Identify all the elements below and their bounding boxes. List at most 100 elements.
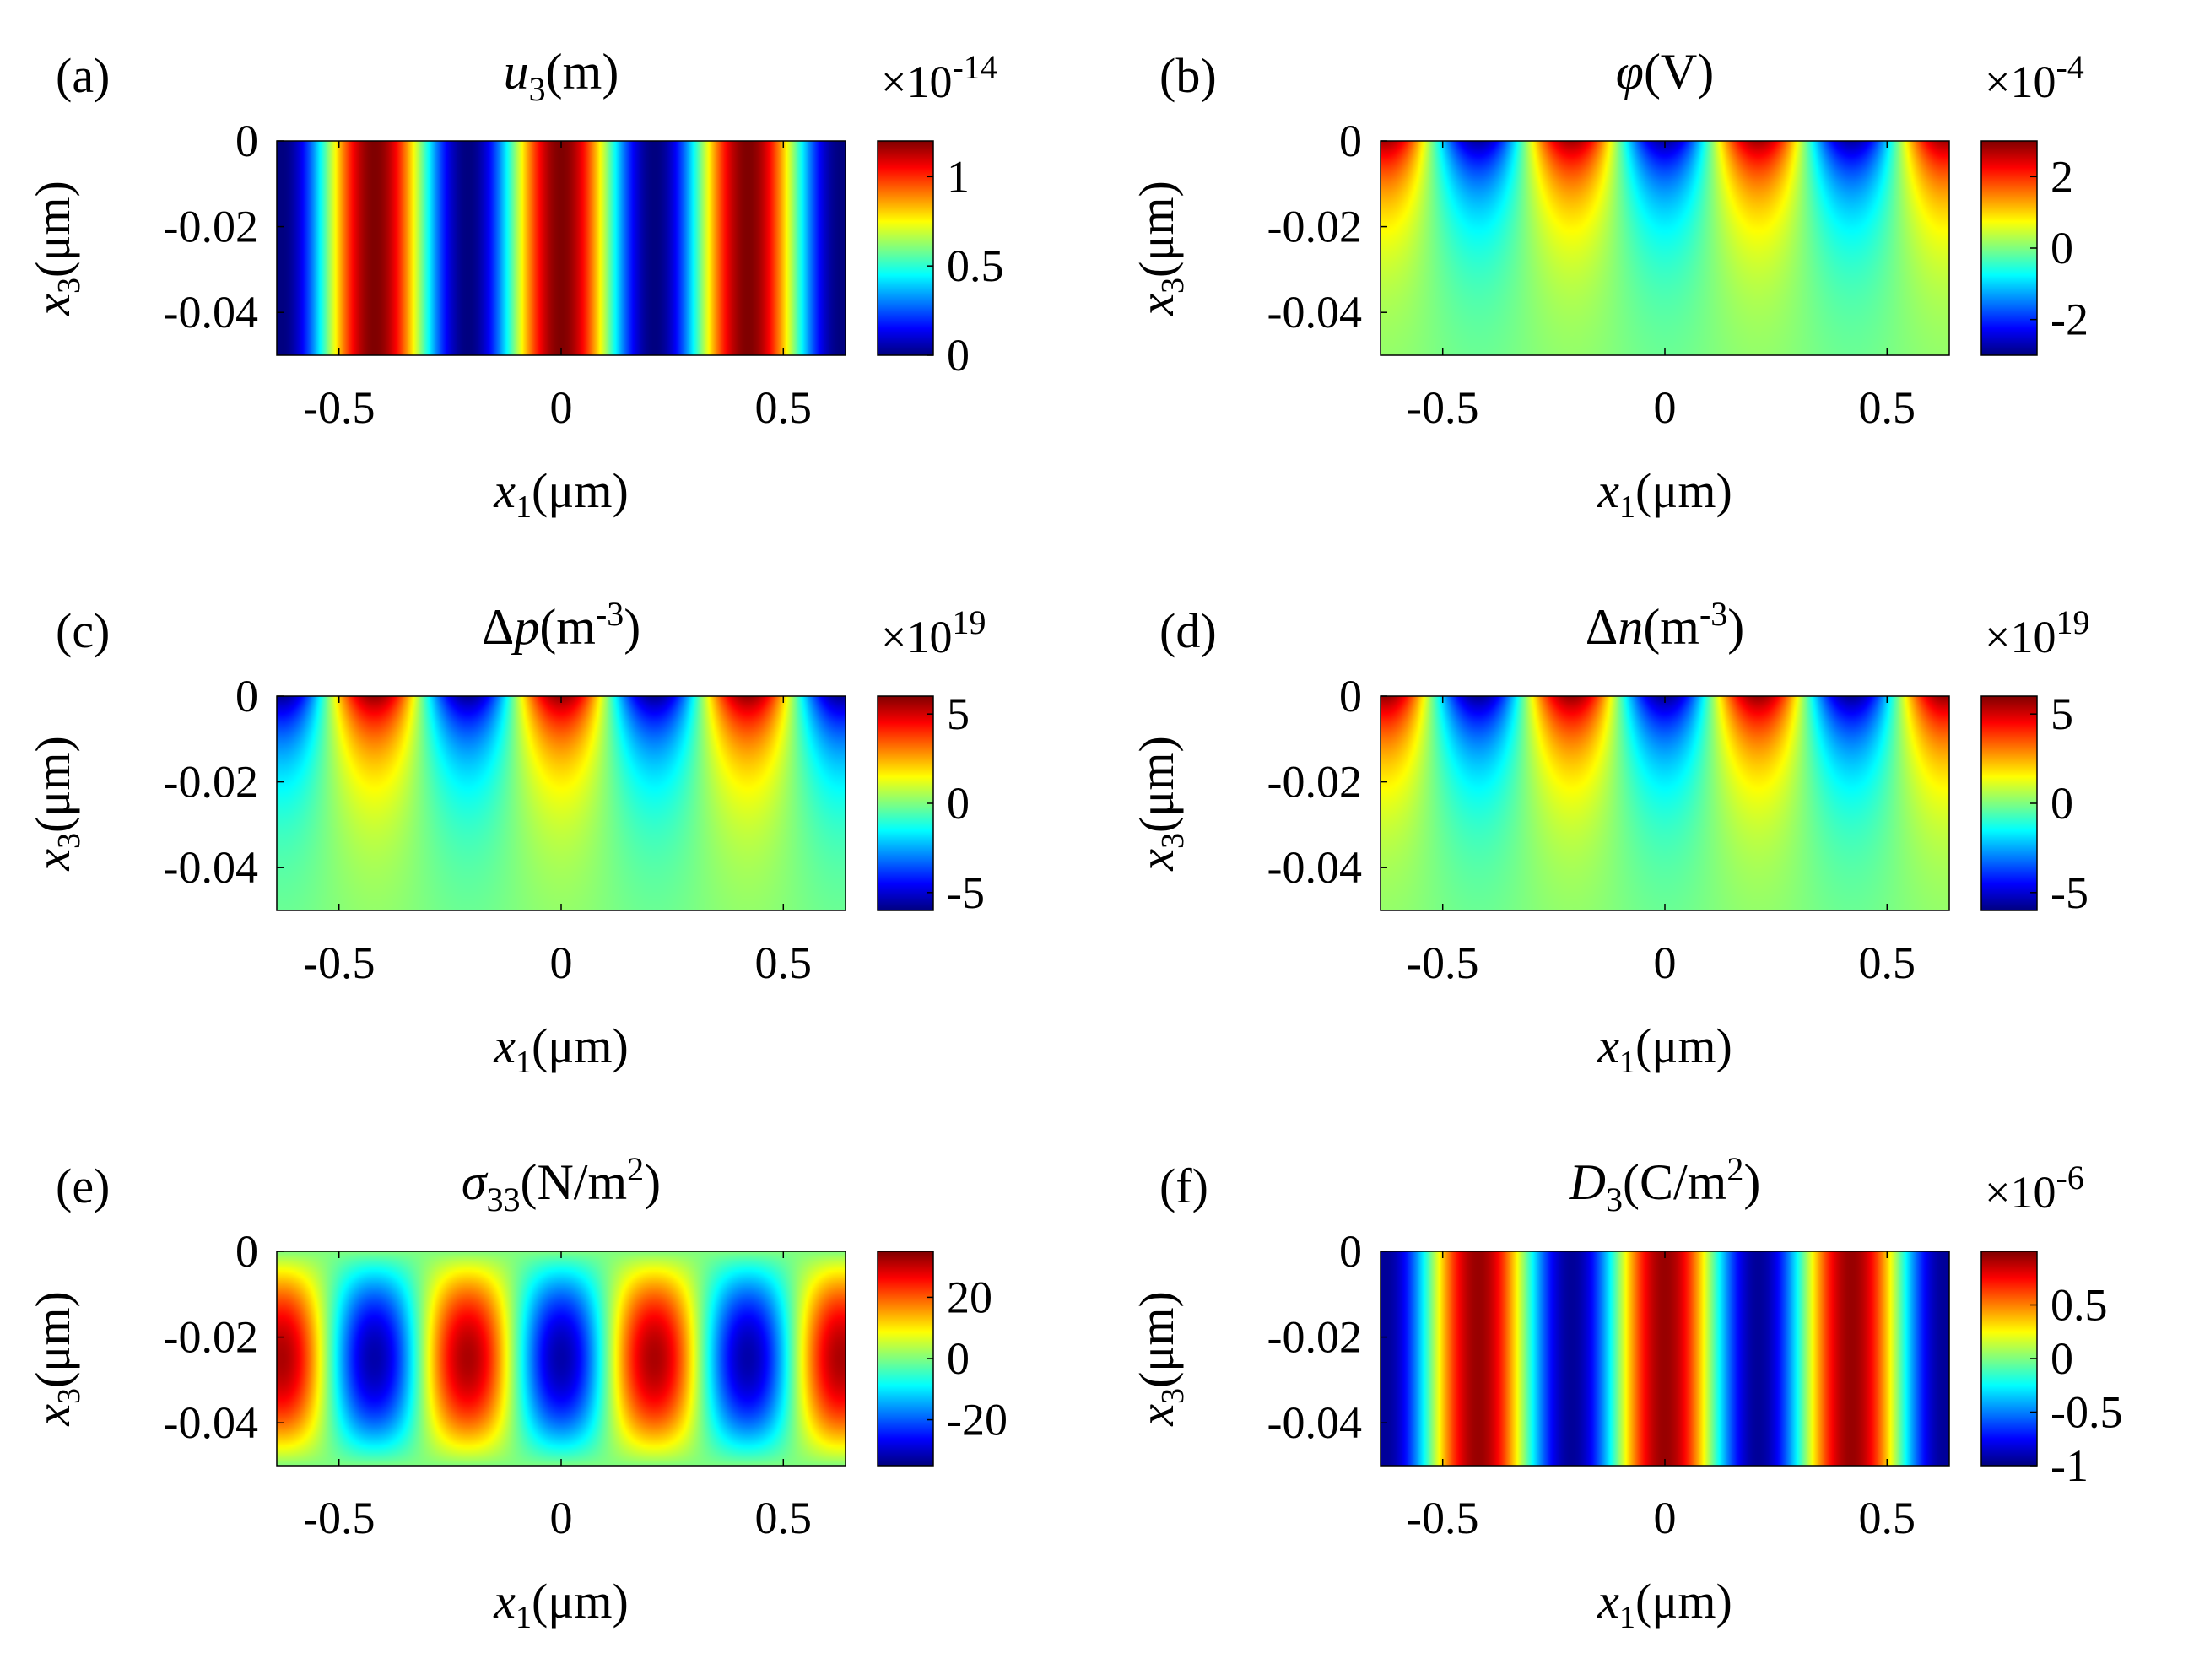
x-tick-label: -0.5 [303, 382, 375, 433]
colorbar-tick-label: 5 [947, 689, 970, 739]
colorbar-tick-label: 2 [2051, 151, 2073, 202]
colorbar-frame [877, 140, 934, 356]
colorbar [878, 1251, 933, 1466]
x-tick-label: -0.5 [303, 937, 375, 988]
chart-title: σ33(N/m2) [462, 1150, 661, 1218]
panel-f: (f) D3(C/m2)-0.5 0 0.50-0.02-0.04x1(μm)x3(μ… [1129, 1150, 2122, 1635]
x-tick-label: 0.5 [755, 937, 813, 988]
heatmap-image [277, 141, 846, 355]
heatmap-image [277, 696, 846, 910]
heatmap-image [1381, 696, 1949, 910]
colorbar-multiplier: ×1019 [881, 603, 986, 662]
y-tick-label: 0 [235, 116, 258, 166]
chart-title: D3(C/m2) [1569, 1150, 1761, 1218]
y-tick-label: -0.04 [1267, 842, 1362, 893]
panel-e: (e) σ33(N/m2) -0.5 0 0.5 0 -0.02 -0.04 x1(μm) x3(… [25, 1150, 1008, 1635]
colorbar [878, 696, 933, 910]
chart-title: u3(m) [504, 44, 619, 108]
x-tick-label: 0.5 [1859, 1493, 1916, 1543]
panel-label: (a) [56, 48, 110, 103]
y-tick-label: 0 [235, 671, 258, 721]
colorbar-tick-label: 0 [947, 330, 970, 381]
x-tick-label: 0.5 [755, 1493, 813, 1543]
x-tick-label: 0 [550, 937, 573, 988]
panel-label: (d) [1159, 603, 1217, 658]
y-tick-label: -0.04 [1267, 287, 1362, 338]
chart-title: Δn(m-3) [1586, 595, 1745, 655]
colorbar-multiplier: ×1019 [1985, 603, 2089, 662]
y-tick-label: -0.04 [164, 287, 258, 338]
chart-title: φ(V) [1616, 44, 1715, 100]
panel-label: (f) [1159, 1159, 1208, 1213]
x-axis-label: x1(μm) [1597, 1018, 1732, 1080]
x-tick-label: 0 [1654, 382, 1677, 433]
y-axis-label: x3(μm) [25, 736, 87, 872]
x-axis-label: x1(μm) [493, 1018, 629, 1080]
colorbar-tick-label: -20 [947, 1395, 1008, 1445]
panel-label: (e) [56, 1159, 110, 1213]
colorbar-tick-label: 0.5 [2051, 1280, 2108, 1331]
x-tick-label: -0.5 [1407, 937, 1478, 988]
x-axis-label: x1(μm) [493, 463, 629, 525]
y-tick-label: -0.04 [1267, 1397, 1362, 1448]
x-tick-label: 0 [550, 1493, 573, 1543]
colorbar-tick-label: 20 [947, 1272, 992, 1322]
panel-label: (b) [1159, 48, 1217, 103]
y-tick-label: 0 [1339, 116, 1362, 166]
y-axis-label: x3(μm) [25, 1291, 87, 1427]
x-axis-label: x1(μm) [1597, 1574, 1732, 1635]
colorbar-tick-label: -5 [2051, 867, 2088, 918]
panel-b: (b) φ(V) -0.5 0 0.5 0 -0.02 -0.04 x1(μm) x3(μm) -2… [1129, 44, 2088, 525]
x-axis-label: x1(μm) [493, 1574, 629, 1635]
y-tick-label: -0.02 [164, 757, 258, 808]
x-tick-label: -0.5 [303, 1493, 375, 1543]
panel-c: (c) Δp(m-3) -0.5 0 0.5 0 -0.02 -0.04 x1(μm) x3(μm… [25, 595, 986, 1080]
colorbar [1981, 141, 2037, 355]
panel-label: (c) [56, 603, 110, 658]
x-tick-label: 0.5 [755, 382, 813, 433]
colorbar-tick-label: 0.5 [947, 240, 1004, 291]
x-tick-label: 0.5 [1859, 382, 1916, 433]
colorbar-tick-label: 0 [2051, 778, 2073, 829]
heatmap-image [1381, 1251, 1949, 1466]
heatmap-image [277, 1251, 846, 1466]
colorbar-multiplier: ×10-4 [1985, 48, 2084, 107]
y-tick-label: -0.02 [1267, 202, 1362, 252]
y-axis-label: x3(μm) [1129, 1291, 1191, 1427]
x-tick-label: 0 [550, 382, 573, 433]
y-tick-label: -0.04 [164, 842, 258, 893]
colorbar [1981, 1251, 2037, 1466]
colorbar-tick-label: 0 [2051, 1333, 2073, 1384]
y-tick-label: -0.02 [164, 202, 258, 252]
y-axis-label: x3(μm) [1129, 181, 1191, 316]
y-tick-label: -0.02 [1267, 757, 1362, 808]
colorbar-tick-label: 0 [2051, 223, 2073, 273]
y-tick-label: -0.02 [1267, 1312, 1362, 1363]
x-tick-label: -0.5 [1407, 1493, 1478, 1543]
y-tick-label: 0 [1339, 1226, 1362, 1277]
y-tick-label: 0 [235, 1226, 258, 1277]
colorbar-tick-label: 0 [947, 1333, 970, 1384]
colorbar [1981, 696, 2037, 910]
y-axis-label: x3(μm) [25, 181, 87, 316]
colorbar-multiplier: ×10-6 [1985, 1159, 2084, 1218]
colorbar-tick-label: 1 [947, 151, 970, 202]
y-tick-label: -0.02 [164, 1312, 258, 1363]
panel-a: (a) u3(m) -0.5 0 0.5 0 -0.02 -0.04 x1(μm) x3(μm) 0… [25, 44, 1004, 525]
colorbar-tick-label: -5 [947, 867, 985, 918]
colorbar-tick-label: 5 [2051, 689, 2073, 739]
x-tick-label: 0 [1654, 937, 1677, 988]
heatmap-image [1381, 141, 1949, 355]
panel-d: (d) Δn(m-3) -0.5 0 0.5 0 -0.02 -0.04 x1(μm) x3(μm… [1129, 595, 2089, 1080]
x-tick-label: 0 [1654, 1493, 1677, 1543]
y-tick-label: -0.04 [164, 1397, 258, 1448]
x-axis-label: x1(μm) [1597, 463, 1732, 525]
colorbar-tick-label: -2 [2051, 294, 2088, 345]
x-tick-label: 0.5 [1859, 937, 1916, 988]
y-tick-label: 0 [1339, 671, 1362, 721]
colorbar-tick-label: 0 [947, 778, 970, 829]
colorbar-tick-label: -1 [2051, 1440, 2088, 1491]
colorbar [878, 141, 933, 355]
colorbar-tick-label: -0.5 [2051, 1387, 2122, 1438]
